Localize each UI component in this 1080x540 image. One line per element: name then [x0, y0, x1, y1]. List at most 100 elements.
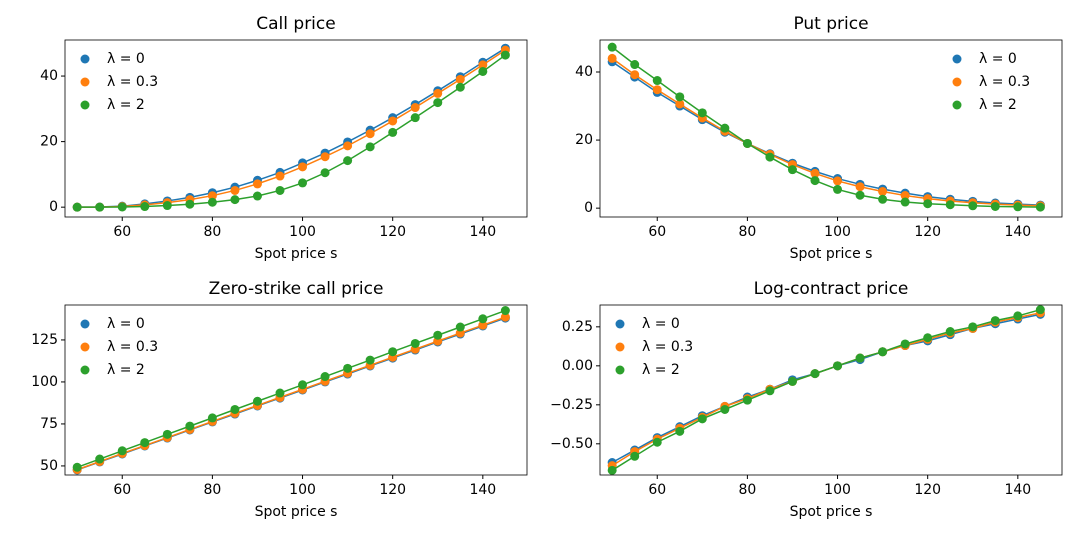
y-tick-label: 0.25 [562, 319, 593, 335]
legend-marker [952, 77, 962, 87]
data-point [652, 76, 662, 86]
data-point [433, 330, 443, 340]
y-tick-label: 0.00 [562, 358, 593, 374]
data-point [923, 333, 933, 343]
data-point [630, 70, 640, 80]
y-tick-label: 0 [49, 199, 58, 215]
data-point [433, 88, 443, 98]
data-point [230, 404, 240, 414]
data-point [388, 116, 398, 126]
legend-marker [80, 77, 90, 87]
data-point [878, 186, 888, 196]
data-point [298, 162, 308, 172]
series-line [77, 47, 506, 208]
x-tick-label: 60 [113, 482, 131, 498]
data-point [455, 74, 465, 84]
data-point [1035, 305, 1045, 315]
data-point [855, 353, 865, 363]
data-point [252, 179, 262, 189]
chart-title: Call price [256, 14, 335, 34]
x-tick-label: 120 [914, 224, 941, 240]
data-point [833, 176, 843, 186]
legend-label: λ = 0.3 [979, 74, 1030, 90]
data-point [878, 194, 888, 204]
y-tick-label: 20 [575, 132, 593, 148]
data-point [72, 202, 82, 212]
data-point [320, 168, 330, 178]
data-point [410, 113, 420, 123]
data-point [207, 197, 217, 207]
data-point [833, 361, 843, 371]
axes-frame [64, 39, 528, 218]
series-line [611, 313, 1041, 464]
data-point [833, 184, 843, 194]
data-point [388, 127, 398, 137]
data-point [742, 138, 752, 148]
chart-title: Zero-strike call price [209, 279, 384, 299]
axes-frame [599, 39, 1063, 218]
data-point [630, 451, 640, 461]
data-point [95, 454, 105, 464]
chart-title: Log-contract price [754, 279, 909, 299]
legend-label: λ = 0 [642, 316, 680, 332]
legend-label: λ = 2 [107, 362, 145, 378]
data-point [697, 414, 707, 424]
data-point [478, 320, 488, 330]
x-tick-label: 100 [289, 482, 316, 498]
x-tick-label: 100 [824, 482, 851, 498]
data-point [945, 200, 955, 210]
legend-label: λ = 0.3 [107, 339, 158, 355]
x-axis-label: Spot price s [790, 504, 873, 520]
data-point [207, 191, 217, 201]
data-point [230, 185, 240, 195]
y-tick-label: 100 [31, 374, 58, 390]
legend-label: λ = 0 [107, 51, 145, 67]
chart-title: Put price [793, 14, 868, 34]
data-point [343, 141, 353, 151]
data-point [230, 195, 240, 205]
data-point [675, 99, 685, 109]
x-tick-label: 80 [738, 224, 756, 240]
x-tick-label: 140 [1004, 224, 1031, 240]
y-tick-label: −0.50 [550, 436, 593, 452]
data-point [275, 185, 285, 195]
legend-marker [952, 54, 962, 64]
series-line [611, 61, 1041, 206]
data-point [1013, 311, 1023, 321]
data-point [365, 355, 375, 365]
data-point [320, 372, 330, 382]
series-line [611, 57, 1041, 207]
data-point [478, 66, 488, 76]
legend-marker [80, 100, 90, 110]
data-point [878, 347, 888, 357]
series-line [611, 308, 1041, 471]
x-tick-label: 100 [289, 224, 316, 240]
axes-frame [599, 304, 1063, 476]
x-tick-label: 120 [379, 224, 406, 240]
data-point [140, 202, 150, 212]
legend-marker [80, 342, 90, 352]
data-point [343, 363, 353, 373]
x-tick-label: 60 [648, 482, 666, 498]
x-tick-label: 100 [824, 224, 851, 240]
y-tick-label: 40 [40, 68, 58, 84]
data-point [410, 338, 420, 348]
data-point [1035, 202, 1045, 212]
data-point [675, 426, 685, 436]
data-point [675, 92, 685, 102]
data-point [185, 199, 195, 209]
data-point [607, 53, 617, 63]
data-point [140, 438, 150, 448]
data-point [945, 327, 955, 337]
legend-label: λ = 2 [642, 362, 680, 378]
data-point [923, 199, 933, 209]
data-point [72, 462, 82, 472]
data-point [900, 197, 910, 207]
legend-marker [615, 319, 625, 329]
data-point [298, 380, 308, 390]
legend-label: λ = 0 [979, 51, 1017, 67]
data-point [365, 142, 375, 152]
data-point [855, 190, 865, 200]
data-point [298, 178, 308, 188]
